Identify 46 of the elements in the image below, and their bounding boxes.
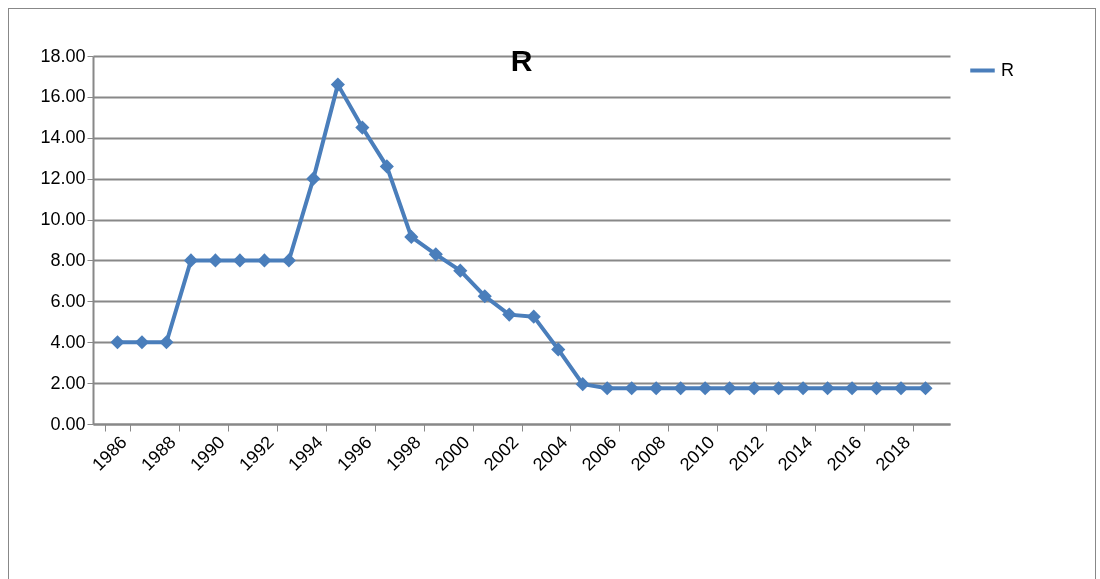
- y-tick-label: 6.00: [50, 290, 86, 311]
- y-tick-label: 16.00: [40, 86, 86, 107]
- point: [698, 381, 713, 396]
- point: [600, 381, 615, 396]
- point: [869, 381, 884, 396]
- point: [306, 171, 321, 186]
- point: [526, 309, 541, 324]
- point: [796, 381, 811, 396]
- point: [820, 381, 835, 396]
- point: [624, 381, 639, 396]
- point: [771, 381, 786, 396]
- y-tick-label: 14.00: [40, 127, 86, 148]
- point: [404, 229, 419, 244]
- y-tick-label: 10.00: [40, 209, 86, 230]
- point: [502, 307, 517, 322]
- point: [918, 381, 933, 396]
- y-tick-label: 8.00: [50, 249, 86, 270]
- y-tick-label: 4.00: [50, 331, 86, 352]
- point: [355, 120, 370, 135]
- y-tick-label: 12.00: [40, 168, 86, 189]
- point: [477, 289, 492, 304]
- point: [747, 381, 762, 396]
- point: [575, 377, 590, 392]
- y-tick-label: 0.00: [50, 413, 86, 434]
- point: [159, 335, 174, 350]
- legend-label: R: [1001, 59, 1014, 80]
- point: [232, 253, 247, 268]
- point: [379, 159, 394, 174]
- point: [183, 253, 199, 268]
- y-tick-label: 2.00: [50, 372, 86, 393]
- point: [257, 253, 272, 268]
- point: [281, 253, 296, 268]
- chart-title: R: [510, 44, 533, 77]
- point: [453, 263, 468, 278]
- point: [551, 342, 566, 357]
- point: [722, 381, 737, 396]
- point: [110, 335, 125, 350]
- point: [893, 381, 909, 396]
- point: [330, 77, 345, 92]
- point: [844, 381, 860, 396]
- point: [649, 381, 664, 396]
- point: [428, 247, 443, 262]
- y-tick-label: 18.00: [40, 45, 86, 66]
- point: [208, 253, 223, 268]
- point: [673, 381, 688, 396]
- point: [134, 335, 150, 350]
